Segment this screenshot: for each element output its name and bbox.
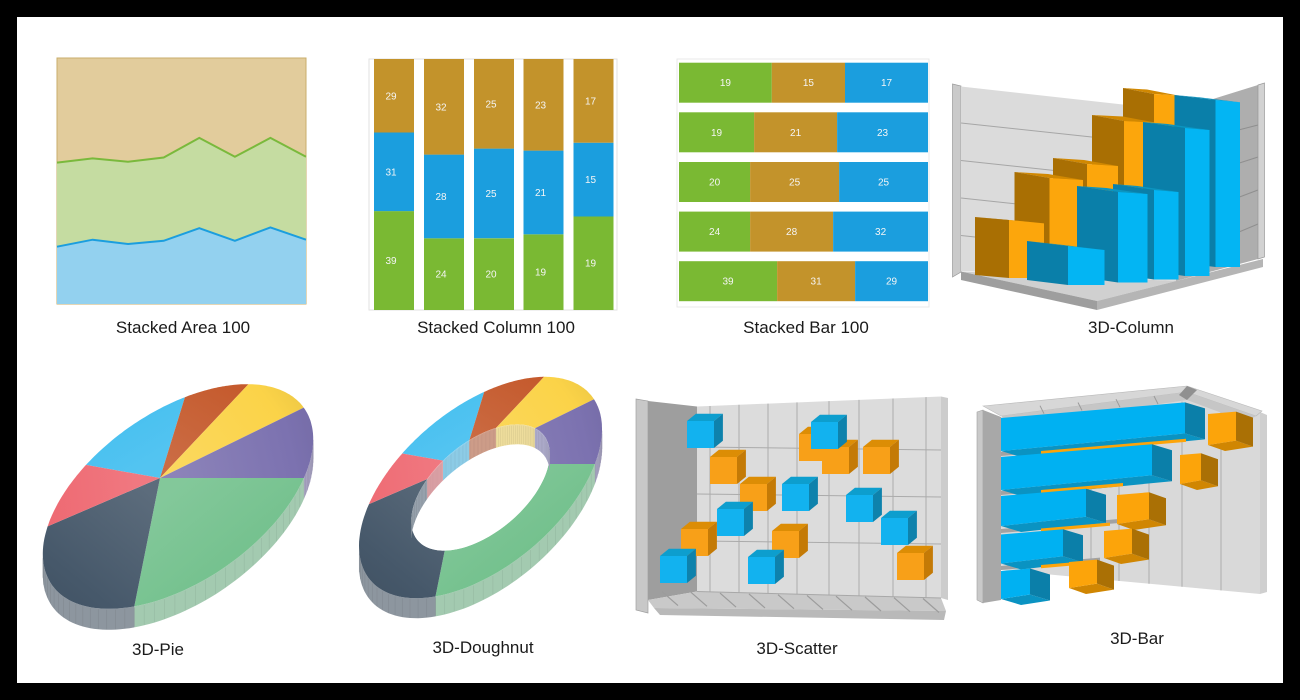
svg-text:28: 28 — [435, 192, 447, 203]
svg-text:32: 32 — [435, 102, 447, 113]
svg-text:25: 25 — [485, 189, 497, 200]
svg-text:15: 15 — [585, 175, 597, 186]
svg-text:20: 20 — [709, 178, 721, 189]
svg-text:23: 23 — [877, 128, 889, 139]
svg-text:39: 39 — [722, 277, 734, 288]
svg-text:19: 19 — [711, 128, 723, 139]
svg-text:25: 25 — [485, 99, 497, 110]
svg-text:25: 25 — [878, 178, 890, 189]
svg-text:29: 29 — [385, 91, 397, 102]
svg-text:39: 39 — [385, 256, 397, 267]
svg-text:24: 24 — [709, 227, 721, 238]
svg-text:19: 19 — [720, 78, 732, 89]
svg-text:28: 28 — [786, 227, 798, 238]
svg-text:17: 17 — [881, 78, 893, 89]
svg-text:24: 24 — [435, 270, 447, 281]
svg-text:23: 23 — [535, 100, 547, 111]
svg-text:25: 25 — [789, 178, 801, 189]
svg-text:19: 19 — [585, 259, 597, 270]
svg-text:21: 21 — [535, 188, 547, 199]
svg-text:29: 29 — [886, 277, 898, 288]
svg-text:20: 20 — [485, 270, 497, 281]
svg-text:19: 19 — [535, 268, 547, 279]
svg-text:21: 21 — [790, 128, 802, 139]
svg-text:15: 15 — [803, 78, 815, 89]
svg-text:31: 31 — [811, 277, 823, 288]
svg-text:17: 17 — [585, 96, 597, 107]
svg-text:31: 31 — [385, 167, 397, 178]
svg-text:32: 32 — [875, 227, 887, 238]
